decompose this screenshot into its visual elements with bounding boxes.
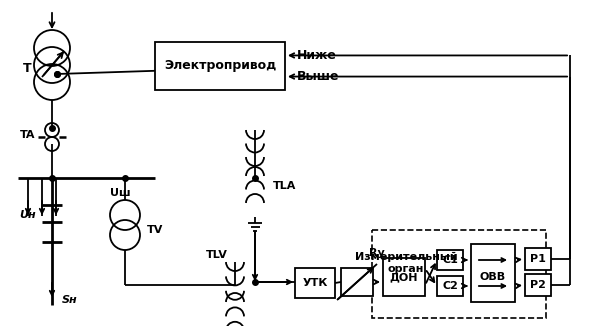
- Bar: [471, 244, 515, 302]
- Text: УТК: УТК: [302, 278, 327, 288]
- Text: Sн: Sн: [62, 295, 78, 305]
- Text: Uш: Uш: [110, 188, 130, 198]
- Text: Измерительный
орган: Измерительный орган: [355, 252, 457, 274]
- Bar: [383, 258, 425, 296]
- Text: Ниже: Ниже: [297, 49, 337, 62]
- Bar: [525, 248, 551, 270]
- Bar: [372, 230, 546, 318]
- Text: TLA: TLA: [273, 181, 296, 191]
- Text: ОВВ: ОВВ: [480, 272, 506, 282]
- Text: ДОН: ДОН: [390, 272, 418, 282]
- Text: С1: С1: [442, 255, 458, 265]
- Bar: [155, 42, 285, 90]
- Text: TLV: TLV: [206, 250, 228, 260]
- Text: TV: TV: [147, 225, 163, 235]
- Bar: [295, 268, 335, 298]
- Bar: [437, 250, 463, 270]
- Bar: [525, 274, 551, 296]
- Text: Электропривод: Электропривод: [164, 60, 276, 72]
- Text: Выше: Выше: [297, 70, 339, 83]
- Text: Р1: Р1: [530, 254, 546, 264]
- Bar: [437, 276, 463, 296]
- Text: T: T: [23, 62, 31, 75]
- Text: Uн: Uн: [19, 210, 37, 220]
- Text: Rу: Rу: [369, 248, 385, 258]
- Text: Р2: Р2: [530, 280, 546, 290]
- Text: С2: С2: [442, 281, 458, 291]
- Text: TA: TA: [20, 130, 36, 140]
- Bar: [341, 268, 373, 296]
